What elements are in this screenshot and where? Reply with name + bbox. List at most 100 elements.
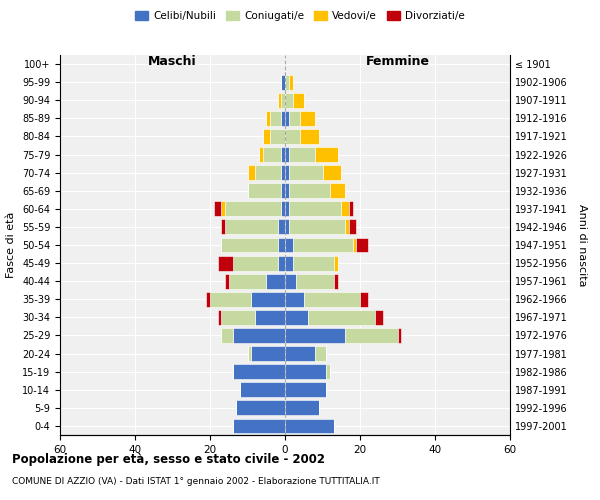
Bar	[221, 220, 225, 234]
Legend: Celibi/Nubili, Coniugati/e, Vedovi/e, Divorziati/e: Celibi/Nubili, Coniugati/e, Vedovi/e, Di…	[132, 8, 468, 24]
Bar	[281, 74, 285, 90]
Bar	[285, 129, 300, 144]
Bar	[233, 256, 277, 270]
Bar	[304, 292, 360, 306]
Bar	[266, 274, 285, 288]
Bar	[315, 147, 337, 162]
Bar	[285, 238, 293, 252]
Bar	[285, 147, 289, 162]
Bar	[349, 202, 353, 216]
Bar	[345, 220, 349, 234]
Bar	[218, 310, 221, 325]
Bar	[277, 93, 281, 108]
Bar	[251, 346, 285, 361]
Text: Femmine: Femmine	[365, 55, 430, 68]
Bar	[289, 111, 300, 126]
Bar	[263, 129, 270, 144]
Bar	[218, 256, 233, 270]
Bar	[240, 382, 285, 397]
Bar	[233, 328, 285, 343]
Y-axis label: Fasce di età: Fasce di età	[7, 212, 16, 278]
Bar	[293, 238, 353, 252]
Bar	[300, 129, 319, 144]
Bar	[285, 202, 289, 216]
Bar	[285, 184, 289, 198]
Bar	[210, 292, 251, 306]
Bar	[206, 292, 210, 306]
Bar	[289, 202, 341, 216]
Bar	[285, 364, 326, 379]
Bar	[334, 256, 337, 270]
Bar	[285, 328, 345, 343]
Bar	[289, 184, 330, 198]
Bar	[229, 274, 266, 288]
Bar	[225, 202, 281, 216]
Bar	[308, 310, 375, 325]
Bar	[296, 274, 334, 288]
Bar	[356, 238, 367, 252]
Bar	[281, 93, 285, 108]
Bar	[281, 202, 285, 216]
Text: Popolazione per età, sesso e stato civile - 2002: Popolazione per età, sesso e stato civil…	[12, 452, 325, 466]
Bar	[233, 364, 285, 379]
Bar	[349, 220, 356, 234]
Bar	[300, 111, 315, 126]
Bar	[285, 382, 326, 397]
Bar	[285, 74, 289, 90]
Bar	[277, 256, 285, 270]
Bar	[285, 418, 334, 434]
Bar	[315, 346, 326, 361]
Bar	[293, 93, 304, 108]
Bar	[326, 364, 330, 379]
Bar	[221, 202, 225, 216]
Bar	[214, 202, 221, 216]
Text: Maschi: Maschi	[148, 55, 197, 68]
Bar	[225, 220, 277, 234]
Bar	[285, 310, 308, 325]
Bar	[266, 111, 270, 126]
Bar	[285, 400, 319, 415]
Bar	[270, 129, 285, 144]
Bar	[255, 165, 281, 180]
Bar	[281, 111, 285, 126]
Bar	[221, 328, 233, 343]
Bar	[398, 328, 401, 343]
Bar	[341, 202, 349, 216]
Bar	[263, 147, 281, 162]
Bar	[289, 165, 323, 180]
Bar	[248, 184, 281, 198]
Bar	[330, 184, 345, 198]
Bar	[323, 165, 341, 180]
Bar	[345, 328, 398, 343]
Bar	[281, 147, 285, 162]
Bar	[248, 346, 251, 361]
Bar	[281, 184, 285, 198]
Bar	[221, 238, 277, 252]
Bar	[277, 220, 285, 234]
Bar	[285, 220, 289, 234]
Bar	[289, 74, 293, 90]
Bar	[277, 238, 285, 252]
Bar	[285, 165, 289, 180]
Bar	[285, 274, 296, 288]
Bar	[285, 346, 315, 361]
Bar	[289, 220, 345, 234]
Bar	[360, 292, 367, 306]
Bar	[285, 111, 289, 126]
Bar	[334, 274, 337, 288]
Bar	[248, 165, 255, 180]
Bar	[285, 93, 293, 108]
Bar	[225, 274, 229, 288]
Bar	[270, 111, 281, 126]
Bar	[353, 238, 356, 252]
Bar	[285, 256, 293, 270]
Bar	[255, 310, 285, 325]
Bar	[289, 147, 315, 162]
Bar	[285, 292, 304, 306]
Bar	[251, 292, 285, 306]
Text: COMUNE DI AZZIO (VA) - Dati ISTAT 1° gennaio 2002 - Elaborazione TUTTITALIA.IT: COMUNE DI AZZIO (VA) - Dati ISTAT 1° gen…	[12, 478, 380, 486]
Bar	[375, 310, 383, 325]
Bar	[259, 147, 263, 162]
Bar	[293, 256, 334, 270]
Bar	[236, 400, 285, 415]
